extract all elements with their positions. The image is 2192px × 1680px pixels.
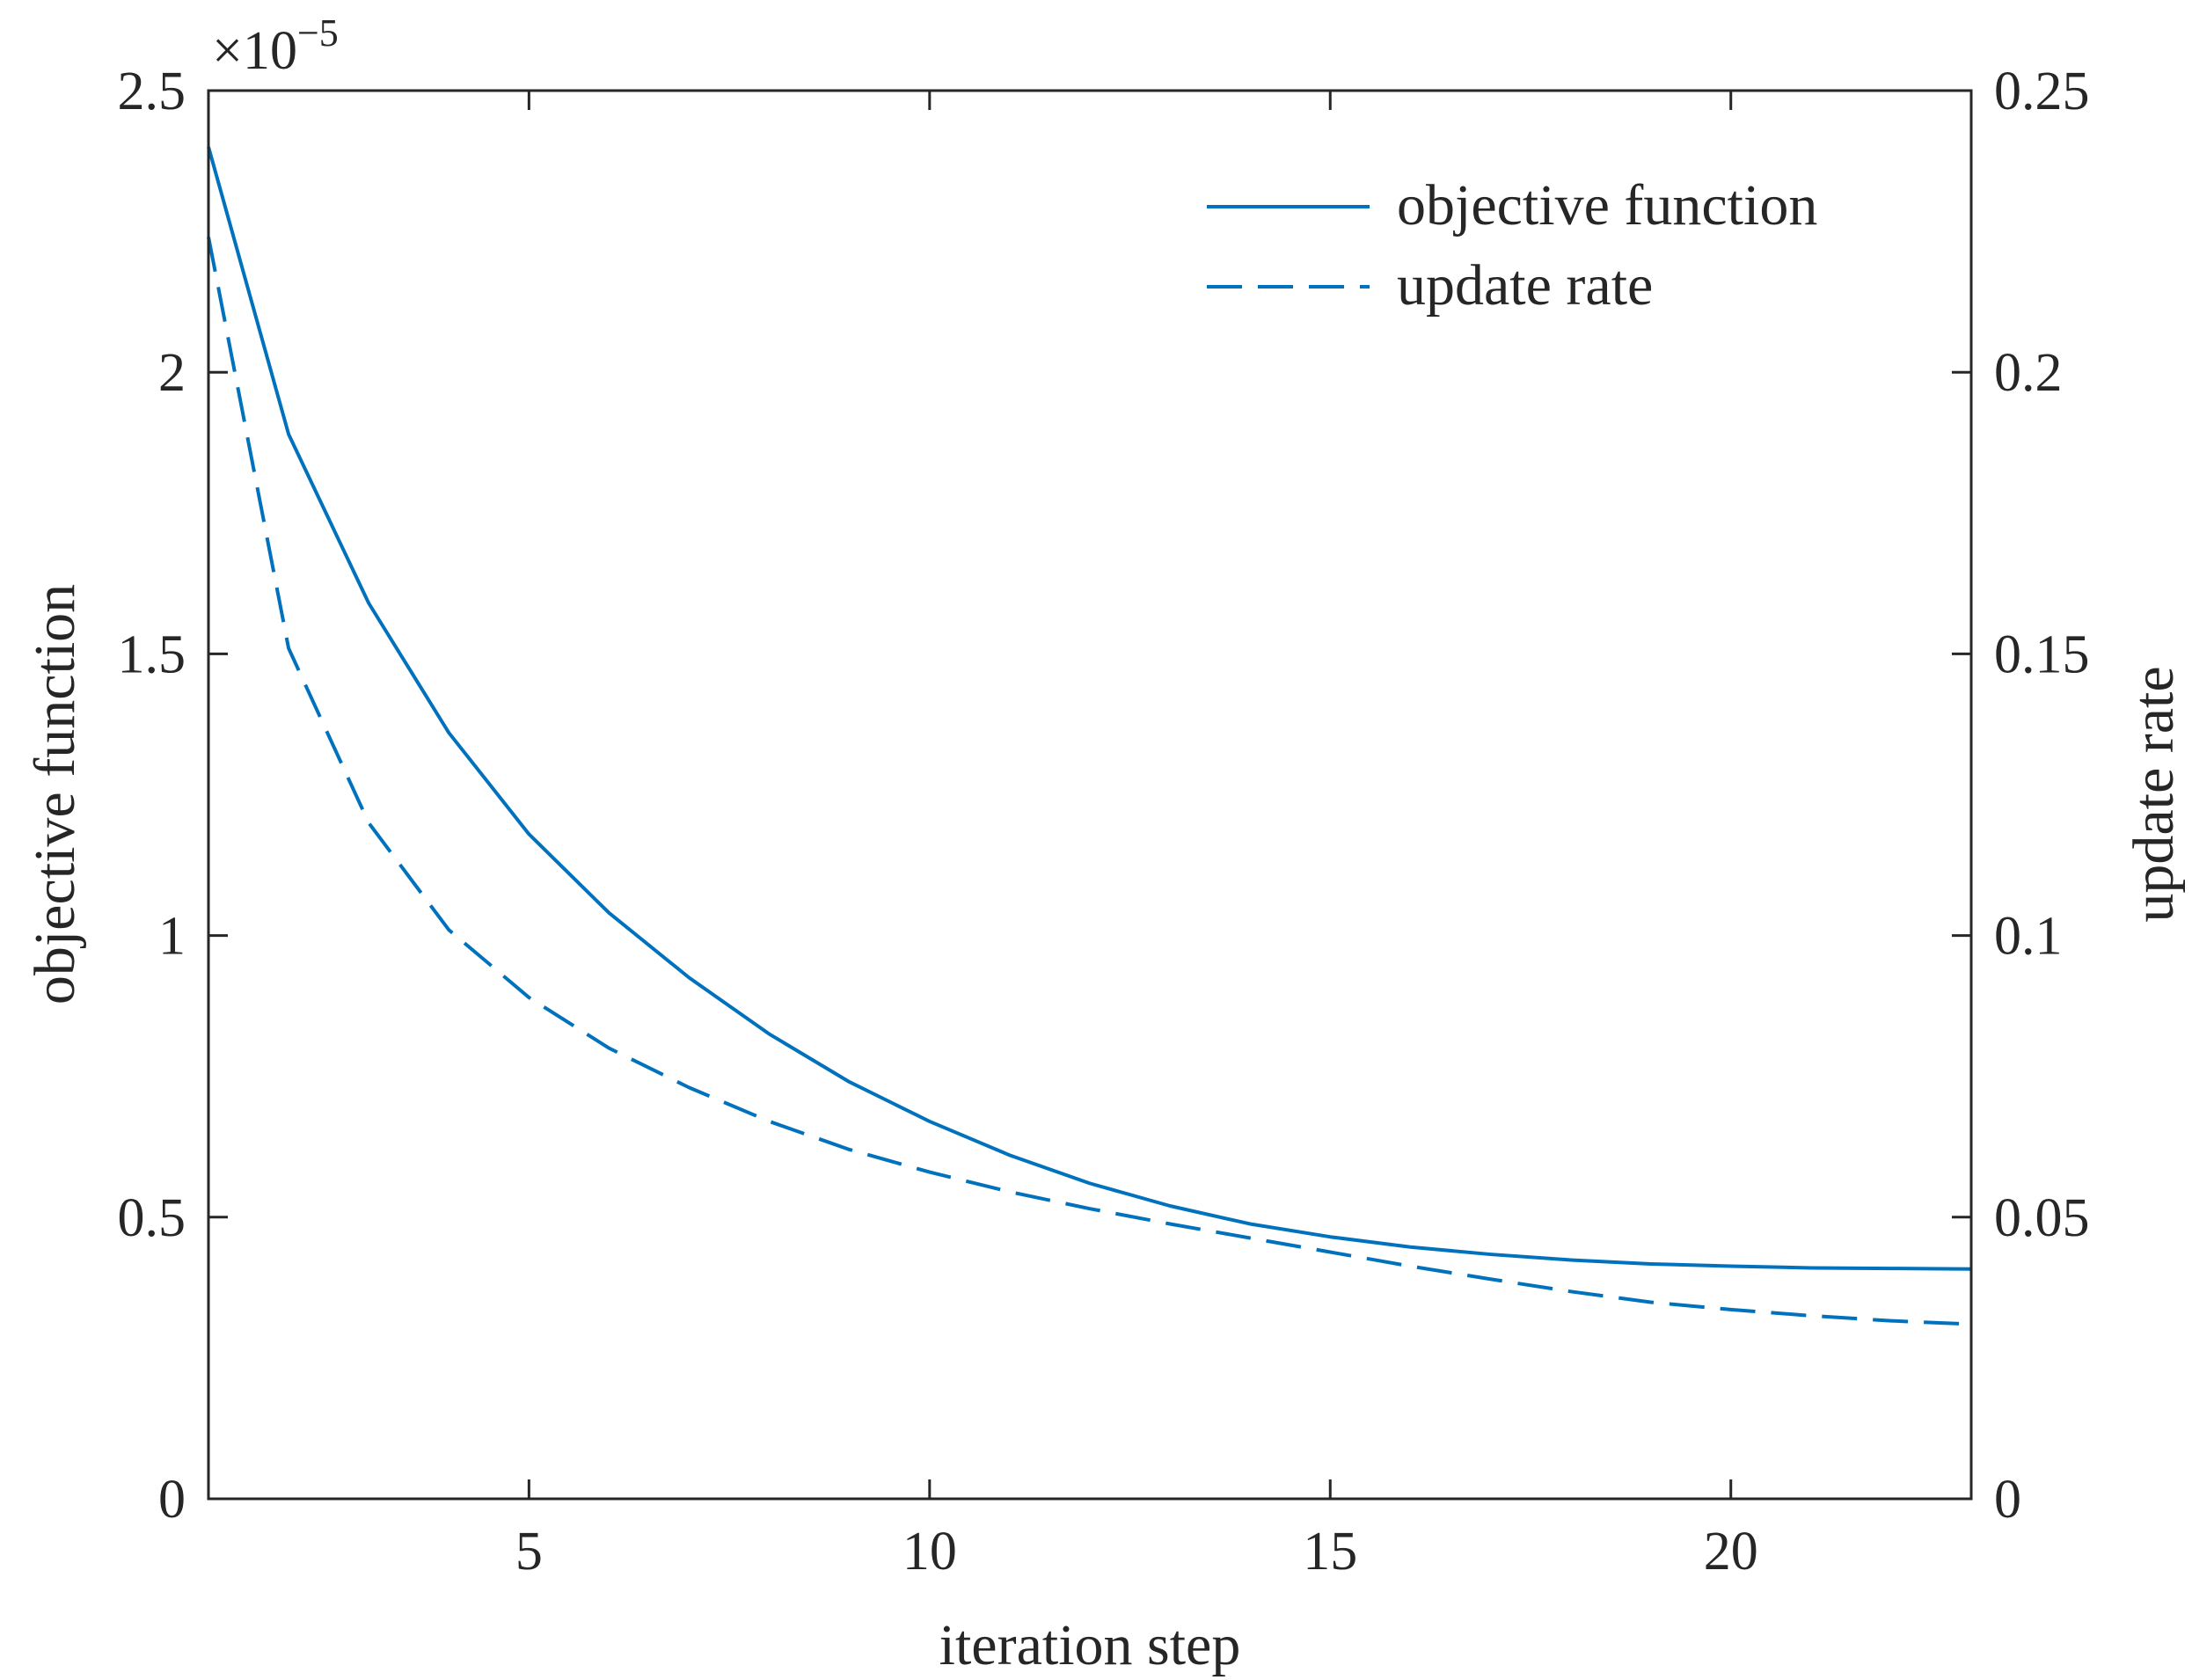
x-tick-label-10: 10: [902, 1522, 957, 1581]
y-axis-left-title: objective function: [23, 584, 87, 1004]
exponent-base: ×10: [212, 21, 297, 81]
y-right-tick-label-0.2: 0.2: [1994, 343, 2063, 403]
left-axis-exponent: ×10−5: [212, 11, 339, 81]
y-right-tick-label-0: 0: [1994, 1470, 2021, 1530]
y-right-tick-label-0.15: 0.15: [1994, 625, 2090, 684]
y-left-tick-label-1.5: 1.5: [118, 625, 186, 684]
legend: objective function update rate: [1207, 173, 1817, 318]
x-tick-label-5: 5: [515, 1522, 543, 1581]
y-right-tick-label-0.1: 0.1: [1994, 907, 2063, 967]
legend-label-objective-function: objective function: [1397, 173, 1817, 237]
y-right-tick-label-0.05: 0.05: [1994, 1188, 2090, 1248]
y-left-tick-label-1: 1: [158, 907, 186, 967]
exponent-power: −5: [297, 11, 339, 55]
y-left-tick-label-2: 2: [158, 343, 186, 403]
series-line-objective-function: [207, 146, 1972, 1271]
y-left-tick-label-0.5: 0.5: [118, 1188, 186, 1248]
legend-label-update-rate: update rate: [1397, 253, 1653, 318]
x-tick-label-20: 20: [1704, 1522, 1758, 1581]
plot-area-frame: [207, 89, 1973, 1501]
y-left-tick-label-2.5: 2.5: [118, 62, 186, 121]
y-axis-right-title: update rate: [2122, 666, 2186, 922]
x-axis-title: iteration step: [939, 1613, 1241, 1677]
y-right-tick-label-0.25: 0.25: [1994, 62, 2090, 121]
x-tick-label-15: 15: [1303, 1522, 1357, 1581]
y-left-tick-label-0: 0: [158, 1470, 186, 1530]
series-line-update-rate: [207, 237, 1972, 1326]
